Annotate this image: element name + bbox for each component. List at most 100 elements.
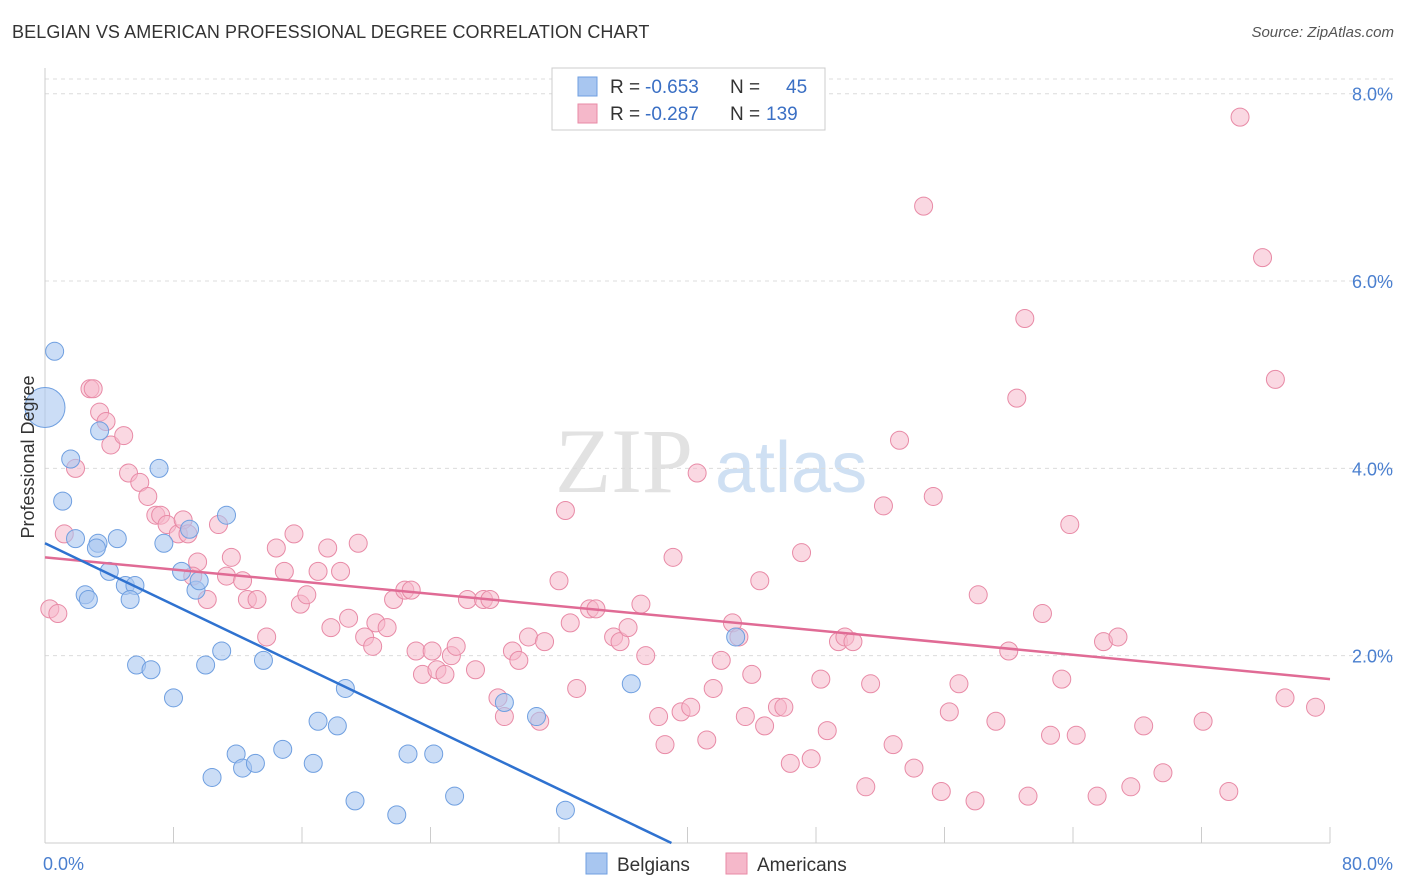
- gridlines: [45, 78, 1395, 657]
- americans-point: [518, 627, 538, 647]
- belgians-point: [78, 589, 98, 609]
- americans-point: [465, 660, 485, 680]
- americans-point: [687, 463, 707, 483]
- americans-point: [890, 430, 910, 450]
- americans-point: [703, 678, 723, 698]
- americans-point: [655, 735, 675, 755]
- americans-point: [697, 730, 717, 750]
- americans-point: [636, 646, 656, 666]
- belgians-point: [621, 674, 641, 694]
- americans-point: [1193, 711, 1213, 731]
- americans-point: [1108, 627, 1128, 647]
- belgians-point: [189, 571, 209, 591]
- americans-point: [1153, 763, 1173, 783]
- bottom-legend-belgians-swatch: [585, 852, 608, 875]
- americans-point: [274, 561, 294, 581]
- belgians-trend-line: [44, 542, 672, 845]
- americans-point: [422, 641, 442, 661]
- americans-point: [560, 613, 580, 633]
- legend-n-label-2: N =: [730, 104, 760, 125]
- legend-r-value-1: -0.653: [645, 77, 699, 98]
- americans-point: [1230, 107, 1250, 127]
- belgians-point: [445, 786, 465, 806]
- americans-point: [923, 486, 943, 506]
- americans-point: [1015, 309, 1035, 329]
- americans-point: [401, 580, 421, 600]
- americans-point: [663, 547, 683, 567]
- americans-point: [968, 585, 988, 605]
- legend-r-label-1: R =: [610, 77, 640, 98]
- americans-point: [843, 632, 863, 652]
- americans-point: [1219, 781, 1239, 801]
- belgians-point: [303, 753, 323, 773]
- belgians-point: [308, 711, 328, 731]
- belgians-point: [86, 538, 106, 558]
- series-legend: Belgians Americans: [585, 852, 847, 876]
- americans-point: [681, 697, 701, 717]
- belgians-point: [555, 800, 575, 820]
- americans-point: [735, 707, 755, 727]
- americans-point: [861, 674, 881, 694]
- americans-point: [618, 618, 638, 638]
- belgians-point: [335, 678, 355, 698]
- americans-point: [1306, 697, 1326, 717]
- belgians-point: [149, 458, 169, 478]
- americans-point: [1134, 716, 1154, 736]
- americans-point: [755, 716, 775, 736]
- x-tick-min: 0.0%: [43, 854, 84, 874]
- trend-lines: [44, 542, 1331, 845]
- belgians-point: [273, 739, 293, 759]
- belgians-point: [24, 386, 66, 428]
- bottom-legend-belgians: Belgians: [617, 855, 690, 876]
- americans-point: [792, 543, 812, 563]
- americans-point: [509, 650, 529, 670]
- watermark: ZIP atlas: [555, 410, 867, 512]
- americans-point: [1265, 369, 1285, 389]
- belgians-point: [327, 716, 347, 736]
- belgians-point: [245, 753, 265, 773]
- belgians-point: [61, 449, 81, 469]
- americans-point: [949, 674, 969, 694]
- americans-point: [284, 524, 304, 544]
- americans-point: [114, 426, 134, 446]
- americans-point: [1060, 515, 1080, 535]
- legend-n-label-1: N =: [730, 77, 760, 98]
- americans-point: [377, 618, 397, 638]
- americans-point: [986, 711, 1006, 731]
- belgians-point: [253, 650, 273, 670]
- belgians-point: [726, 627, 746, 647]
- belgians-point: [217, 505, 237, 525]
- belgians-point: [494, 693, 514, 713]
- americans-point: [457, 589, 477, 609]
- legend-belgians-swatch: [577, 76, 598, 97]
- americans-point: [914, 196, 934, 216]
- legend-r-label-2: R =: [610, 104, 640, 125]
- americans-point: [649, 707, 669, 727]
- americans-point: [435, 664, 455, 684]
- belgians-point: [107, 529, 127, 549]
- belgians-point: [164, 688, 183, 708]
- americans-point: [48, 604, 68, 624]
- americans-point: [1007, 388, 1027, 408]
- belgians-point: [212, 641, 232, 661]
- americans-point: [1121, 777, 1141, 797]
- belgians-point: [202, 767, 222, 787]
- bottom-legend-americans: Americans: [757, 855, 847, 876]
- belgians-point: [90, 421, 110, 441]
- americans-point: [266, 538, 286, 558]
- legend-americans-swatch: [577, 103, 598, 124]
- belgians-point: [53, 491, 73, 511]
- axes: [44, 68, 1331, 844]
- correlation-legend: R = -0.653 N = 45 R = -0.287 N = 139: [551, 67, 826, 131]
- americans-point: [904, 758, 924, 778]
- americans-point: [1275, 688, 1295, 708]
- americans-point: [549, 571, 569, 591]
- americans-point: [873, 496, 893, 516]
- americans-point: [318, 538, 338, 558]
- watermark-zip: ZIP: [555, 410, 693, 512]
- belgians-point: [141, 660, 161, 680]
- belgians-point: [398, 744, 418, 764]
- y-tick-label: 6.0%: [1352, 272, 1393, 292]
- americans-point: [101, 435, 121, 455]
